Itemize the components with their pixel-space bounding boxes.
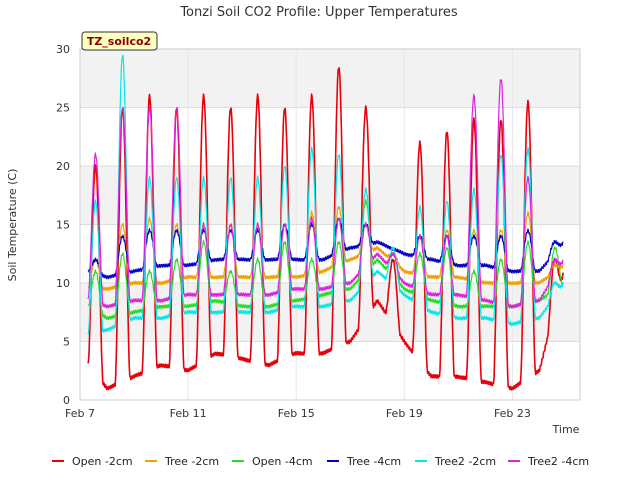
- x-tick-label: Feb 11: [170, 407, 207, 420]
- y-axis-label: Soil Temperature (C): [6, 169, 19, 282]
- y-tick-label: 0: [63, 394, 70, 407]
- series-line-1: [87, 67, 565, 391]
- site-tag: TZ_soilco2: [81, 31, 158, 51]
- legend-label: Open -2cm: [72, 455, 133, 468]
- site-tag-box: [81, 31, 158, 51]
- legend-entry: Tree2 -4cm: [508, 455, 589, 468]
- legend-entry: Tree2 -2cm: [415, 455, 496, 468]
- legend-label: Open -4cm: [252, 455, 313, 468]
- x-tick-label: Feb 7: [65, 407, 95, 420]
- legend: Open -2cm Tree -2cm Open -4cm Tree -4cm Tree…: [52, 455, 589, 468]
- series-line-6: [87, 79, 564, 309]
- y-tick-label: 5: [63, 336, 70, 349]
- y-tick-label: 20: [56, 160, 70, 173]
- series-line-5: [87, 54, 564, 335]
- legend-entry: Open -2cm: [52, 455, 133, 468]
- series-layer: [87, 54, 565, 391]
- axes: 0 5 10 15 20 25 30 Feb 7 Feb 11 Feb 15 Feb 19 Feb 2…: [56, 43, 581, 420]
- y-tick-label: 15: [56, 219, 70, 232]
- x-tick-label: Feb 15: [278, 407, 315, 420]
- legend-label: Tree -2cm: [164, 455, 219, 468]
- legend-entry: Tree -2cm: [145, 455, 219, 468]
- x-tick-label: Feb 19: [386, 407, 423, 420]
- legend-entry: Tree -4cm: [327, 455, 401, 468]
- y-tick-label: 30: [56, 43, 70, 56]
- legend-label: Tree2 -2cm: [434, 455, 496, 468]
- x-axis-label: Time: [552, 423, 580, 436]
- y-tick-label: 10: [56, 277, 70, 290]
- site-tag-label: TZ_soilco2: [87, 35, 151, 48]
- series-line-3: [87, 198, 564, 321]
- legend-entry: Open -4cm: [232, 455, 313, 468]
- series-line-4: [87, 217, 564, 280]
- legend-label: Tree -4cm: [346, 455, 401, 468]
- y-tick-label: 25: [56, 102, 70, 115]
- x-tick-label: Feb 23: [494, 407, 531, 420]
- plot-band: [80, 49, 580, 108]
- chart-title: Tonzi Soil CO2 Profile: Upper Temperatur…: [179, 5, 458, 20]
- series-line-2: [87, 206, 564, 292]
- plot-frame: [79, 48, 581, 401]
- legend-label: Tree2 -4cm: [527, 455, 589, 468]
